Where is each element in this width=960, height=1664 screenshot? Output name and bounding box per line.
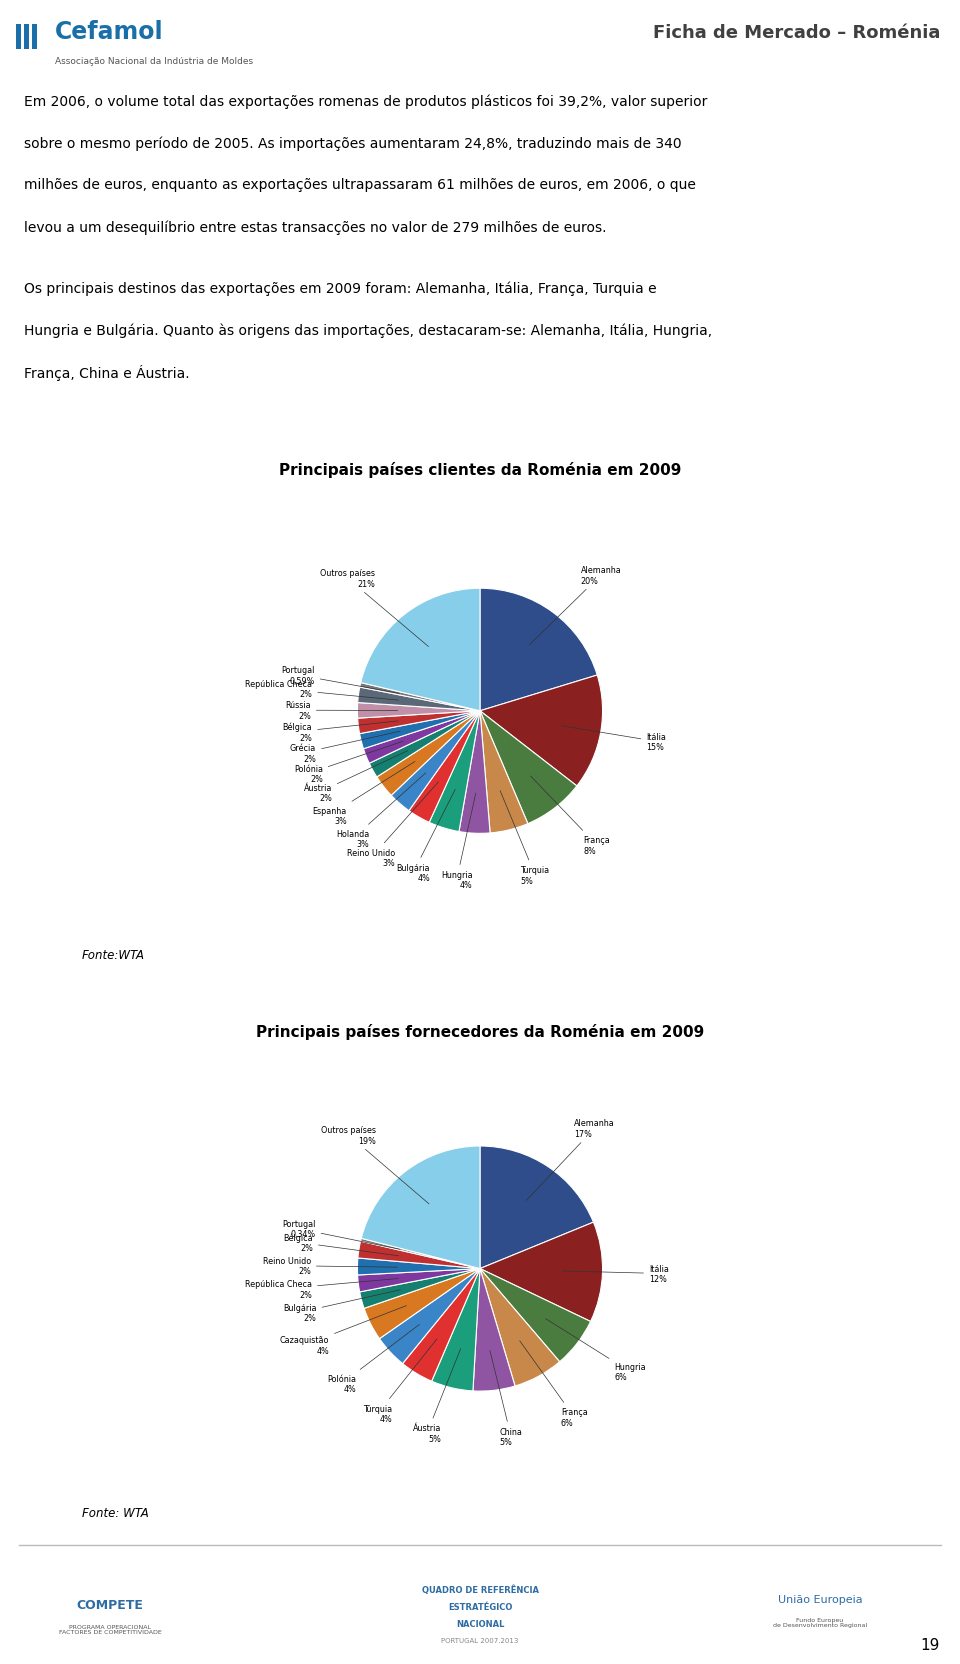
Wedge shape	[360, 684, 480, 712]
Wedge shape	[379, 1268, 480, 1364]
Wedge shape	[480, 1268, 560, 1386]
Wedge shape	[480, 1223, 603, 1321]
Text: Áustria
5%: Áustria 5%	[413, 1350, 461, 1443]
Text: Em 2006, o volume total das exportações romenas de produtos plásticos foi 39,2%,: Em 2006, o volume total das exportações …	[24, 95, 708, 108]
Text: França, China e Áustria.: França, China e Áustria.	[24, 364, 190, 381]
Text: Fundo Europeu
de Desenvolvimento Regional: Fundo Europeu de Desenvolvimento Regiona…	[773, 1617, 867, 1627]
Text: Fonte:WTA: Fonte:WTA	[82, 948, 145, 962]
Text: União Europeia: União Europeia	[778, 1594, 862, 1604]
Wedge shape	[480, 589, 597, 712]
Wedge shape	[377, 712, 480, 795]
Wedge shape	[480, 1268, 590, 1361]
FancyArrow shape	[32, 25, 36, 50]
Wedge shape	[480, 1146, 593, 1268]
Wedge shape	[361, 1146, 480, 1268]
Text: Alemanha
17%: Alemanha 17%	[526, 1118, 615, 1201]
Text: Bélgica
2%: Bélgica 2%	[283, 1233, 398, 1256]
Wedge shape	[357, 1258, 480, 1275]
Text: levou a um desequilíbrio entre estas transacções no valor de 279 milhões de euro: levou a um desequilíbrio entre estas tra…	[24, 220, 607, 235]
Wedge shape	[358, 687, 480, 712]
Text: República Checa
2%: República Checa 2%	[245, 1278, 398, 1300]
Wedge shape	[358, 1241, 480, 1268]
Text: Reino Unido
2%: Reino Unido 2%	[263, 1256, 397, 1276]
Wedge shape	[392, 712, 480, 810]
Text: 19: 19	[921, 1636, 940, 1652]
Text: PORTUGAL 2007.2013: PORTUGAL 2007.2013	[442, 1637, 518, 1642]
Text: França
6%: França 6%	[519, 1341, 588, 1428]
Text: ESTRATÉGICO: ESTRATÉGICO	[447, 1601, 513, 1611]
Text: Polónia
2%: Polónia 2%	[294, 742, 403, 784]
FancyArrow shape	[15, 25, 20, 50]
Wedge shape	[432, 1268, 480, 1391]
Text: Fonte: WTA: Fonte: WTA	[82, 1506, 149, 1519]
Text: Os principais destinos das exportações em 2009 foram: Alemanha, Itália, França, : Os principais destinos das exportações e…	[24, 281, 657, 296]
Wedge shape	[361, 589, 480, 712]
Text: Bulgária
2%: Bulgária 2%	[283, 1290, 400, 1323]
Text: França
8%: França 8%	[531, 777, 610, 855]
Text: Cazaquistão
4%: Cazaquistão 4%	[279, 1306, 406, 1354]
Text: Túrquia
4%: Túrquia 4%	[363, 1340, 437, 1423]
Wedge shape	[364, 1268, 480, 1340]
Text: Alemanha
20%: Alemanha 20%	[529, 566, 621, 646]
Text: China
5%: China 5%	[490, 1351, 522, 1446]
Text: COMPETE: COMPETE	[77, 1597, 143, 1611]
Wedge shape	[370, 712, 480, 777]
Text: Principais países fornecedores da Roménia em 2009: Principais países fornecedores da Roméni…	[256, 1023, 704, 1040]
Wedge shape	[459, 712, 491, 834]
Text: Itália
15%: Itália 15%	[561, 726, 666, 752]
Text: Hungria
6%: Hungria 6%	[545, 1320, 646, 1381]
Text: Portugal
0,34%: Portugal 0,34%	[282, 1220, 400, 1250]
Text: Bulgária
4%: Bulgária 4%	[396, 790, 455, 882]
Text: Portugal
0,59%: Portugal 0,59%	[281, 666, 399, 694]
Text: Reino Unido
3%: Reino Unido 3%	[348, 782, 439, 867]
Text: Hungria
4%: Hungria 4%	[441, 794, 476, 890]
FancyArrow shape	[23, 25, 29, 50]
Text: Principais países clientes da Roménia em 2009: Principais países clientes da Roménia em…	[278, 463, 682, 478]
Wedge shape	[361, 1238, 480, 1268]
Text: Ficha de Mercado – Roménia: Ficha de Mercado – Roménia	[653, 23, 940, 42]
Text: Hungria e Bulgária. Quanto às origens das importações, destacaram-se: Alemanha, : Hungria e Bulgária. Quanto às origens da…	[24, 323, 712, 338]
Wedge shape	[480, 676, 603, 787]
Text: sobre o mesmo período de 2005. As importações aumentaram 24,8%, traduzindo mais : sobre o mesmo período de 2005. As import…	[24, 136, 682, 151]
Wedge shape	[357, 704, 480, 719]
Text: Espanha
3%: Espanha 3%	[313, 762, 415, 825]
Text: PROGRAMA OPERACIONAL
FACTORES DE COMPETITIVIDADE: PROGRAMA OPERACIONAL FACTORES DE COMPETI…	[59, 1624, 161, 1634]
Text: Rússia
2%: Rússia 2%	[285, 701, 397, 721]
Text: QUADRO DE REFERÊNCIA: QUADRO DE REFERÊNCIA	[421, 1584, 539, 1594]
Wedge shape	[480, 712, 528, 834]
Text: República Checa
2%: República Checa 2%	[246, 679, 398, 701]
Text: Cefamol: Cefamol	[55, 20, 163, 43]
Wedge shape	[358, 1268, 480, 1293]
Text: Outros países
19%: Outros países 19%	[322, 1125, 429, 1205]
Wedge shape	[429, 712, 480, 832]
Wedge shape	[402, 1268, 480, 1381]
Text: Grécia
2%: Grécia 2%	[290, 732, 400, 764]
Wedge shape	[473, 1268, 516, 1391]
Text: milhões de euros, enquanto as exportações ultrapassaram 61 milhões de euros, em : milhões de euros, enquanto as exportaçõe…	[24, 178, 696, 193]
Wedge shape	[409, 712, 480, 822]
Wedge shape	[360, 1268, 480, 1308]
Text: Associação Nacional da Indústria de Moldes: Associação Nacional da Indústria de Mold…	[55, 57, 253, 67]
Text: Holanda
3%: Holanda 3%	[336, 774, 425, 849]
Text: Áustria
2%: Áustria 2%	[303, 750, 408, 804]
Text: Itália
12%: Itália 12%	[563, 1265, 669, 1283]
Wedge shape	[480, 712, 577, 824]
Text: Bélgica
2%: Bélgica 2%	[282, 722, 398, 742]
Text: Polónia
4%: Polónia 4%	[327, 1325, 420, 1393]
Text: Turquia
5%: Turquia 5%	[500, 790, 550, 885]
Wedge shape	[364, 712, 480, 764]
Text: Outros países
21%: Outros países 21%	[320, 569, 428, 647]
Wedge shape	[358, 712, 480, 734]
Wedge shape	[360, 712, 480, 749]
Text: NACIONAL: NACIONAL	[456, 1619, 504, 1627]
